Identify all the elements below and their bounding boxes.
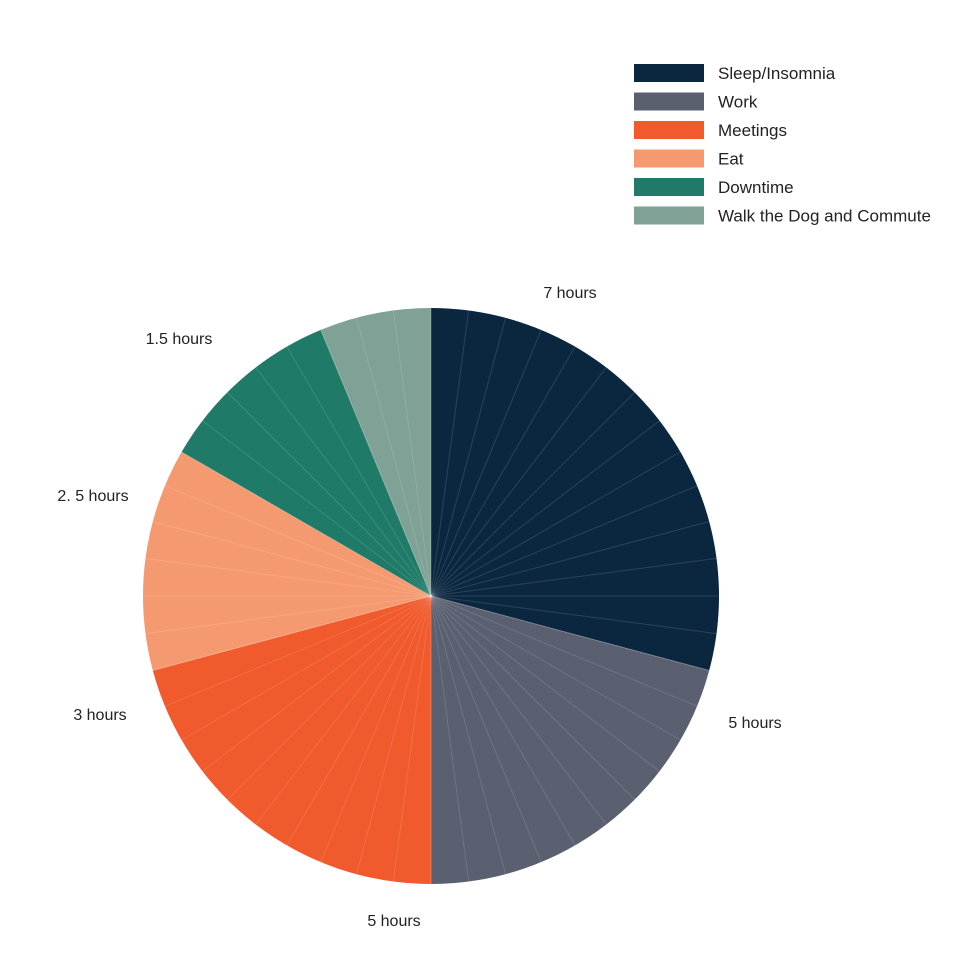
subdivision-line: [430, 595, 542, 863]
subdivision-line: [355, 595, 432, 875]
subdivision-line: [430, 595, 576, 846]
legend-swatch-work: [634, 92, 704, 111]
subdivision-line: [430, 595, 698, 707]
subdivision-line: [392, 310, 432, 597]
pie-subdivision-lines: [143, 308, 719, 884]
subdivision-line: [152, 595, 432, 672]
subdivision-line: [255, 367, 432, 597]
subdivision-line: [286, 595, 432, 846]
subdivision-line: [320, 329, 432, 597]
subdivision-line: [430, 595, 636, 801]
legend-label-work: Work: [718, 93, 758, 112]
legend-swatch-sleep-insomnia: [634, 64, 704, 82]
legend-swatch-meetings: [634, 121, 704, 139]
subdivision-line: [430, 595, 507, 875]
subdivision-line: [202, 420, 432, 597]
subdivision-line: [430, 317, 507, 597]
subdivision-line: [430, 329, 542, 597]
slice-downtime: [181, 329, 431, 596]
slice-label-sleep-insomnia: 7 hours: [543, 285, 596, 302]
subdivision-line: [430, 346, 576, 597]
subdivision-line: [152, 595, 432, 672]
subdivision-line: [430, 520, 710, 597]
subdivision-line: [430, 451, 681, 597]
subdivision-line: [226, 595, 432, 801]
subdivision-line: [430, 367, 607, 597]
legend-label-walk-the-dog-and-commute: Walk the Dog and Commute: [718, 207, 931, 226]
pie-slices: [142, 308, 720, 884]
subdivision-line: [430, 595, 710, 672]
subdivision-line: [226, 391, 432, 597]
legend-swatch-walk-the-dog-and-commute: [634, 206, 704, 225]
subdivision-line: [392, 595, 432, 882]
subdivision-line: [320, 595, 432, 863]
legend-swatch-downtime: [634, 178, 704, 196]
subdivision-line: [355, 317, 432, 597]
subdivision-line: [202, 595, 432, 772]
slice-eat: [142, 452, 431, 671]
subdivision-line: [181, 451, 432, 597]
subdivision-line: [430, 420, 660, 597]
legend-label-downtime: Downtime: [718, 178, 794, 197]
subdivision-line: [181, 451, 432, 597]
subdivision-line: [430, 595, 710, 672]
subdivision-line: [152, 520, 432, 597]
legend-label-meetings: Meetings: [718, 121, 787, 140]
subdivision-line: [164, 485, 432, 597]
legend-swatch-eat: [634, 149, 704, 168]
slice-label-eat: 3 hours: [73, 707, 126, 724]
subdivision-line: [430, 595, 681, 741]
legend-label-sleep-insomnia: Sleep/Insomnia: [718, 64, 836, 83]
subdivision-line: [145, 595, 432, 635]
slice-labels: 7 hours 5 hours 5 hours 3 hours 2. 5 hours 1.…: [57, 285, 781, 930]
subdivision-line: [430, 485, 698, 597]
subdivision-line: [430, 595, 660, 772]
slice-work: [431, 596, 710, 884]
slice-label-downtime: 2. 5 hours: [57, 488, 128, 505]
slice-label-work: 5 hours: [728, 715, 781, 732]
subdivision-line: [255, 595, 432, 825]
subdivision-line: [430, 595, 607, 825]
slice-walk-the-dog-and-commute: [320, 308, 431, 596]
slice-sleep-insomnia: [431, 308, 720, 671]
subdivision-line: [320, 329, 432, 597]
subdivision-line: [181, 595, 432, 741]
subdivision-line: [430, 595, 717, 635]
subdivision-line: [145, 557, 432, 597]
slice-label-walk-the-dog-and-commute: 1.5 hours: [146, 331, 213, 348]
slice-label-meetings: 5 hours: [367, 913, 420, 930]
subdivision-line: [286, 346, 432, 597]
legend: Sleep/Insomnia Work Meetings Eat Downtime Wal…: [634, 64, 931, 226]
subdivision-line: [430, 557, 717, 597]
subdivision-line: [164, 595, 432, 707]
legend-label-eat: Eat: [718, 150, 744, 169]
slice-meetings: [152, 596, 431, 884]
subdivision-line: [430, 391, 636, 597]
subdivision-line: [430, 310, 470, 597]
subdivision-line: [430, 595, 470, 882]
